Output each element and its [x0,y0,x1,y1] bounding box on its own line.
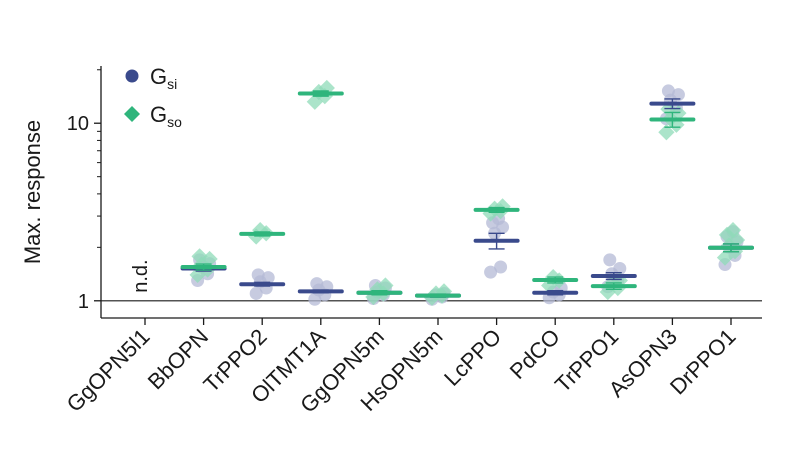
summary-gso [180,90,754,298]
data-point [603,253,617,267]
x-tick-label: GgOPN5l1 [62,324,155,417]
legend-item-gso: Gso [124,102,182,130]
data-point [613,262,627,276]
legend-marker-diamond [124,106,140,122]
not-detected-label: n.d. [130,259,152,292]
data-point [671,88,685,102]
plot-area: n.d. [101,79,762,306]
data-point [249,286,263,300]
data-point [251,268,265,282]
series-gso [189,79,746,306]
legend-item-gsi: Gsi [125,64,177,92]
legend-label: Gsi [150,64,177,92]
legend: Gsi Gso [124,64,182,130]
x-tick-labels: GgOPN5l1BbOPNTrPPO2OlTMT1AGgOPN5mHsOPN5m… [62,318,741,418]
data-point [377,277,394,294]
data-point [658,124,675,141]
x-tick-label: LcPPO [439,324,506,391]
y-tick-label: 1 [78,291,89,313]
data-point [191,248,208,265]
data-point [724,222,742,239]
legend-label: Gso [150,102,182,130]
data-point [310,277,324,291]
axes: Max. response [20,66,762,319]
data-point [716,249,734,266]
y-axis-title: Max. response [20,120,45,264]
legend-marker-circle [125,69,139,83]
data-point [661,84,675,98]
y-tick-label: 10 [67,113,89,135]
x-tick-label: DrPPO1 [665,324,741,400]
data-point [261,271,275,285]
data-point [494,260,508,274]
data-point [484,265,498,279]
y-ticks: 1 10 [67,69,101,313]
